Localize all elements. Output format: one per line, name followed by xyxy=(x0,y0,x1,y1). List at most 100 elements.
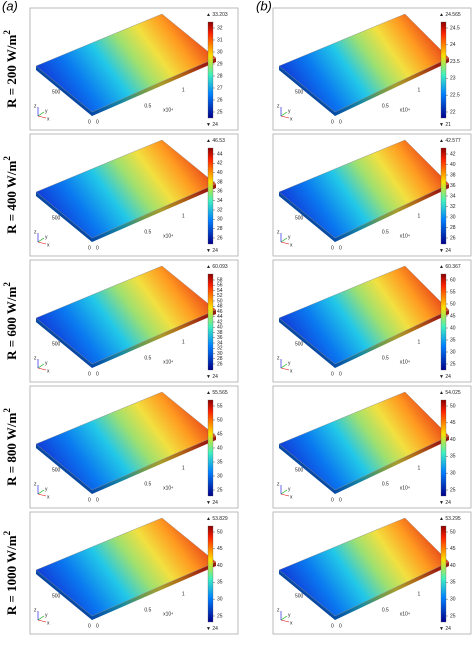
colorbar-tick-label: 32 xyxy=(217,346,223,352)
plate-side xyxy=(279,436,449,494)
plate-axis-label: 0 xyxy=(88,623,91,629)
colorbar-tick-label: 35 xyxy=(450,454,456,460)
colorbar-tick-label: 28 xyxy=(217,226,223,232)
plate-axis-label: 0.5 xyxy=(144,607,151,613)
min-value: 21 xyxy=(445,122,451,128)
triad-axis xyxy=(37,615,45,621)
colorbar-tick-label: 40 xyxy=(217,445,223,451)
plate-axis-label: 0 xyxy=(96,371,99,377)
colorbar-tick-label: 22.5 xyxy=(450,93,460,99)
colorbar-tick-label: 44 xyxy=(217,151,223,157)
min-value: 24 xyxy=(212,248,218,254)
plate-axis-label: 0 xyxy=(331,119,334,125)
plate-axis-label: 1 xyxy=(182,465,185,471)
plate-axis-label: 0.5 xyxy=(382,355,389,361)
plate-surface xyxy=(278,13,450,113)
colorbar-max: ▲ 24.565 xyxy=(439,12,461,18)
min-marker: ▼ xyxy=(439,374,445,380)
colorbar-max: ▲ 60.367 xyxy=(439,264,461,270)
plate-axis-label: 0 xyxy=(88,497,91,503)
plate-axis-label: 0 xyxy=(339,119,342,125)
colorbar-tick-label: 42 xyxy=(217,161,223,167)
row-label-sup: 2 xyxy=(2,530,12,535)
plate-axis-label: 0 xyxy=(339,497,342,503)
colorbar-tick-label: 40 xyxy=(450,325,456,331)
colorbar-min: ▼ 24 xyxy=(206,122,218,128)
row-label-text: R = 200 W/m xyxy=(4,34,19,107)
max-marker: ▲ xyxy=(439,390,445,396)
min-marker: ▼ xyxy=(439,122,445,128)
colorbar xyxy=(207,273,214,371)
plate-axis-label: 0 xyxy=(339,371,342,377)
colorbar-tick-label: 30 xyxy=(450,471,456,477)
colorbar-min: ▼ 24 xyxy=(206,500,218,506)
colorbar-min: ▼ 24 xyxy=(206,248,218,254)
plate-axis-label: 0 xyxy=(339,623,342,629)
colorbar-max: ▲ 42.577 xyxy=(439,138,461,144)
triad-label: x xyxy=(47,368,50,374)
plate-side-shade xyxy=(279,436,449,494)
colorbar-tick-label: 50 xyxy=(450,403,456,409)
colorbar-tick-label: 30 xyxy=(450,214,456,220)
colorbar xyxy=(440,399,447,497)
triad-axis xyxy=(280,115,290,119)
max-marker: ▲ xyxy=(206,516,212,522)
colorbar-tick-label: 25 xyxy=(217,487,223,493)
triad-label: y xyxy=(288,108,291,114)
colorbar-tick-label: 35 xyxy=(217,580,223,586)
colorbar-tick-label: 34 xyxy=(450,193,456,199)
colorbar-tick-label: 32 xyxy=(217,207,223,213)
triad-axis xyxy=(280,619,290,623)
colorbar-tick-label: 22 xyxy=(450,109,456,115)
max-marker: ▲ xyxy=(439,12,445,18)
plate-side-shade xyxy=(279,562,449,620)
colorbar xyxy=(440,21,447,119)
plate-axis-label: 0.5 xyxy=(382,229,389,235)
min-marker: ▼ xyxy=(206,122,212,128)
colorbar xyxy=(207,147,214,245)
plate-axis-label: 0.5 xyxy=(144,103,151,109)
colorbar-max: ▲ 53.295 xyxy=(439,516,461,522)
triad-label: x xyxy=(47,494,50,500)
plate-axis-label: 500 xyxy=(52,341,61,347)
plate-axis-label: 0 xyxy=(96,119,99,125)
triad-axis xyxy=(280,493,290,497)
min-marker: ▼ xyxy=(206,626,212,632)
plate-axis-label: 1 xyxy=(182,87,185,93)
plate-axis-label: 0 xyxy=(96,497,99,503)
triad-axis xyxy=(37,237,45,243)
triad-axis xyxy=(280,241,290,245)
colorbar-tick-label: 50 xyxy=(450,529,456,535)
colorbar-tick-label: 40 xyxy=(217,325,223,331)
triad-label: x xyxy=(290,116,293,122)
colorbar-tick-label: 45 xyxy=(450,313,456,319)
plate-axis-label: 0 xyxy=(331,623,334,629)
colorbar xyxy=(207,21,214,119)
colorbar-tick-label: 26 xyxy=(217,361,223,367)
colorbar-tick-label: 52 xyxy=(217,293,223,299)
colorbar-tick-label: 40 xyxy=(217,170,223,176)
plate-axis-label: 1 xyxy=(182,591,185,597)
max-value: 53.295 xyxy=(445,516,461,522)
row-label: R = 800 W/m2 xyxy=(2,408,19,486)
colorbar-tick-label: 25 xyxy=(217,613,223,619)
min-value: 24 xyxy=(445,500,451,506)
min-marker: ▼ xyxy=(439,248,445,254)
triad-label: z xyxy=(34,607,37,613)
colorbar-tick-label: 38 xyxy=(217,330,223,336)
colorbar-min: ▼ 24 xyxy=(439,374,451,380)
colorbar-tick-label: 50 xyxy=(217,529,223,535)
colorbar-tick-label: 38 xyxy=(450,172,456,178)
plate-surface xyxy=(35,139,217,239)
triad-label: x xyxy=(290,620,293,626)
min-value: 24 xyxy=(212,122,218,128)
plate-axis-label: 1 xyxy=(182,339,185,345)
row-label-text: R = 1000 W/m xyxy=(4,535,19,615)
max-value: 60.093 xyxy=(212,264,228,270)
max-marker: ▲ xyxy=(439,264,445,270)
colorbar-max: ▲ 46.53 xyxy=(206,138,225,144)
colorbar-tick-label: 30 xyxy=(217,473,223,479)
triad-axis xyxy=(37,363,45,369)
colorbar-tick-label: 60 xyxy=(450,277,456,283)
plate-axis-label: 0 xyxy=(331,245,334,251)
